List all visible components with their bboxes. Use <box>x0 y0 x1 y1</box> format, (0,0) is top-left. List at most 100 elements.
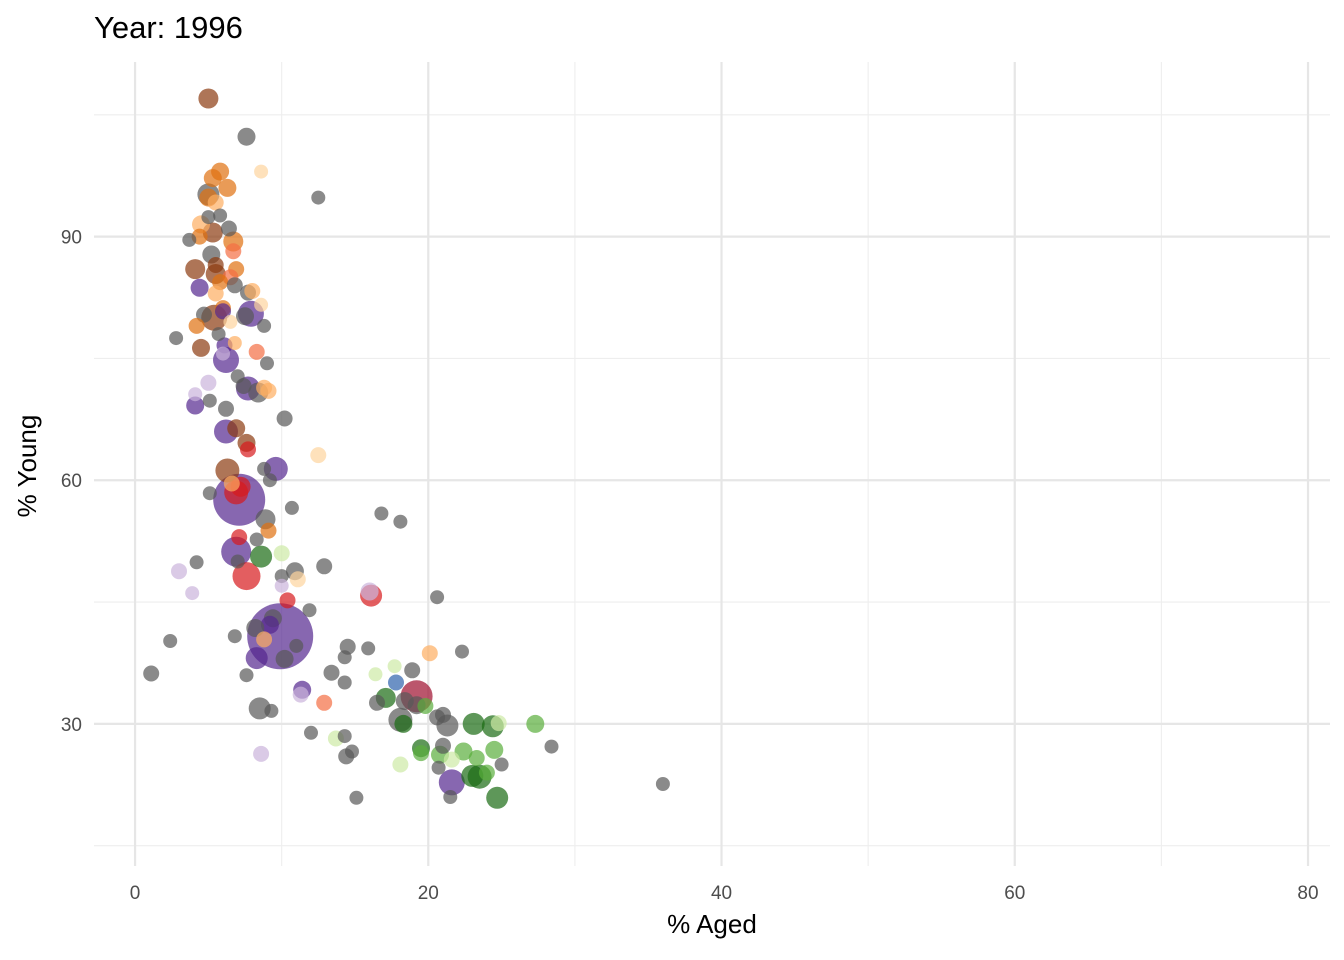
data-point <box>182 232 197 247</box>
data-point <box>207 257 224 273</box>
data-point <box>239 668 254 683</box>
data-point <box>232 562 261 591</box>
data-point <box>171 563 187 580</box>
data-point <box>273 545 290 562</box>
data-point <box>244 283 261 299</box>
data-point <box>438 769 465 796</box>
data-point <box>257 318 272 333</box>
data-point <box>323 664 340 681</box>
data-point <box>544 739 559 754</box>
data-point <box>260 382 277 399</box>
data-points <box>143 88 670 809</box>
data-point <box>169 331 184 346</box>
x-tick-labels: 0 20 40 60 80 <box>130 883 1319 904</box>
data-point <box>253 745 270 762</box>
data-point <box>201 210 216 225</box>
data-point <box>218 178 237 197</box>
major-gridlines <box>94 62 1330 866</box>
data-point <box>455 644 469 659</box>
x-tick-label: 20 <box>418 883 439 904</box>
data-point <box>454 742 473 761</box>
data-point <box>260 522 277 539</box>
data-point <box>292 686 309 703</box>
x-tick-label: 0 <box>130 883 141 904</box>
data-point <box>207 285 224 302</box>
data-point <box>443 790 458 804</box>
data-point <box>490 715 507 732</box>
data-point <box>345 744 359 759</box>
data-point <box>413 745 429 762</box>
data-point <box>443 751 460 768</box>
x-tick-label: 40 <box>711 883 732 904</box>
data-point <box>526 714 545 733</box>
data-point <box>404 662 421 679</box>
data-point <box>304 725 318 740</box>
data-point <box>478 764 495 781</box>
data-point <box>202 486 217 501</box>
data-point <box>192 338 210 357</box>
data-point <box>260 615 279 634</box>
data-point <box>223 475 240 492</box>
data-point <box>203 169 222 188</box>
data-point <box>185 259 206 280</box>
data-point <box>215 303 231 320</box>
data-point <box>302 603 317 618</box>
data-point <box>274 578 289 593</box>
data-point <box>393 514 408 529</box>
data-point <box>284 500 299 515</box>
data-point <box>213 208 228 223</box>
data-point <box>337 675 352 690</box>
data-point <box>200 374 217 391</box>
data-point <box>196 306 212 323</box>
data-point <box>236 307 254 326</box>
data-point <box>256 631 273 648</box>
data-point <box>311 190 326 205</box>
data-point <box>198 88 219 109</box>
data-point <box>202 393 217 408</box>
data-point <box>494 757 509 772</box>
data-point <box>462 712 485 735</box>
data-point <box>211 327 226 342</box>
data-point <box>227 419 246 438</box>
data-point <box>430 590 445 605</box>
data-point <box>392 756 409 773</box>
data-point <box>188 317 205 334</box>
data-point <box>223 314 238 329</box>
data-point <box>230 369 245 384</box>
data-point <box>249 532 264 547</box>
data-point <box>185 586 200 601</box>
x-tick-label: 80 <box>1297 883 1318 904</box>
data-point <box>275 649 294 668</box>
data-point <box>368 667 383 682</box>
data-point <box>237 127 256 146</box>
data-point <box>254 164 269 179</box>
data-point <box>274 569 289 584</box>
data-point <box>388 674 404 691</box>
data-point <box>189 555 204 570</box>
y-axis-title: % Young <box>12 415 42 518</box>
chart-title: Year: 1996 <box>94 10 243 45</box>
data-point <box>289 571 306 588</box>
data-point <box>225 243 242 260</box>
y-tick-label: 90 <box>61 228 82 249</box>
minor-gridlines <box>94 62 1330 866</box>
data-point <box>485 740 504 759</box>
data-point <box>316 558 333 575</box>
data-point <box>429 709 446 726</box>
data-point <box>186 396 205 415</box>
data-point <box>337 650 352 665</box>
data-point <box>216 346 230 361</box>
data-point <box>289 638 304 653</box>
data-point <box>257 461 272 476</box>
data-point <box>276 410 293 427</box>
data-point <box>435 737 451 754</box>
data-point <box>218 400 234 417</box>
data-point <box>264 703 279 718</box>
data-point <box>226 277 243 294</box>
y-tick-label: 60 <box>61 471 82 492</box>
data-point <box>254 297 269 312</box>
data-point <box>316 694 333 711</box>
data-point <box>231 529 248 546</box>
